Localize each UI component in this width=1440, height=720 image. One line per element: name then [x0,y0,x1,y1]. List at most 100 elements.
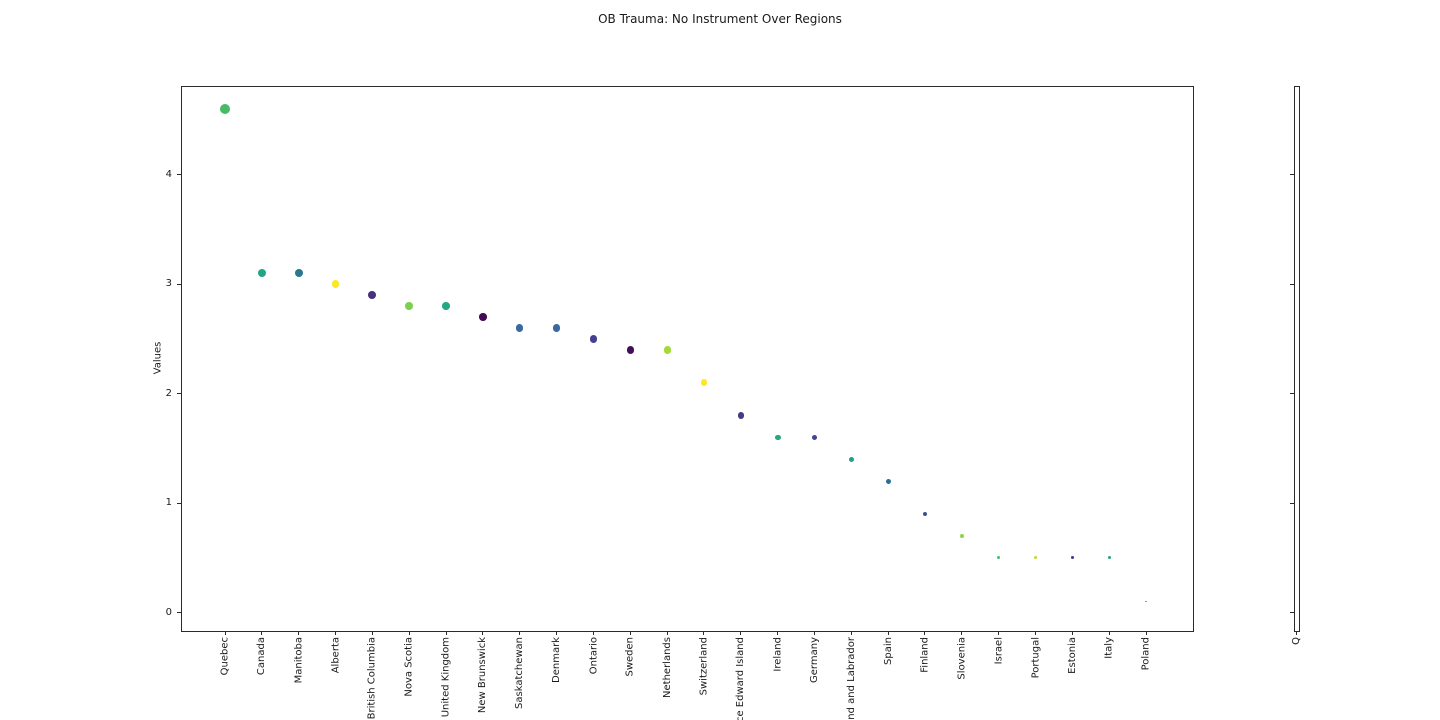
x-tick-label-text: Italy [1103,637,1115,659]
side-axes-y-tick-mark [1290,283,1294,285]
x-tick-label-text: Manitoba [293,637,305,684]
scatter-point [368,291,377,300]
x-tick-mark [961,631,963,635]
y-tick-mark [177,283,181,285]
scatter-point [737,412,744,419]
x-tick-label-text: Netherlands [661,637,673,698]
scatter-point [257,269,266,278]
scatter-point [1107,556,1111,560]
scatter-point [589,335,598,343]
y-tick-label: 0 [165,606,172,618]
x-tick-label-text: New Brunswick [477,637,489,714]
x-tick-label-text: United Kingdom [440,637,452,718]
x-tick-mark [813,631,815,635]
x-tick-mark [998,631,1000,635]
side-axes-y-tick-mark [1290,174,1294,176]
y-tick-label: 3 [165,278,172,290]
x-tick-label-text: Israel [993,637,1005,665]
x-tick-label-text: Ontario [587,637,599,675]
x-tick-label-text: Canada [256,637,268,676]
x-tick-mark [519,631,521,635]
x-tick-label-text: Alberta [330,637,342,674]
x-tick-mark [298,631,300,635]
x-tick-label-text: Quebec [219,637,231,676]
x-tick-mark [592,631,594,635]
side-axes-y-tick-mark [1290,502,1294,504]
scatter-point [848,456,854,463]
x-tick-label-text: Sweden [624,637,636,677]
scatter-point [700,379,708,387]
y-tick-mark [177,502,181,504]
x-tick-mark [335,631,337,635]
scatter-point [479,313,487,321]
scatter-point [1070,556,1074,560]
scatter-point [1033,556,1038,560]
y-tick-mark [177,174,181,176]
scatter-point [516,324,524,332]
chart-title: OB Trauma: No Instrument Over Regions [598,12,842,26]
side-axes-y-tick-mark [1290,612,1294,613]
side-mini-axes [1294,86,1300,632]
side-axes-y-tick-mark [1290,393,1294,395]
x-tick-label-text: Estonia [1066,637,1078,674]
x-tick-mark [371,631,373,635]
y-axis-label-text: Values [152,341,164,375]
x-tick-label-text: Portugal [1029,637,1041,679]
x-tick-mark [740,631,742,635]
scatter-point [220,104,230,115]
y-tick-label: 2 [165,387,172,399]
x-tick-label-text: Saskatchewan [514,637,526,709]
x-tick-mark [1034,631,1036,635]
x-tick-label-text: Switzerland [698,637,710,696]
y-tick-mark [177,612,181,613]
scatter-point [626,346,634,354]
scatter-point [885,478,891,484]
x-tick-label-text: Ireland [772,637,784,672]
scatter-point [811,434,818,441]
y-tick-label: 4 [165,168,172,180]
x-tick-mark [445,631,447,635]
x-tick-label-text: Nova Scotia [403,637,415,697]
x-tick-mark [556,631,558,635]
x-tick-mark [1145,631,1147,635]
x-tick-mark [666,631,668,635]
x-tick-label-text: Prince Edward Island [735,637,747,720]
x-tick-mark [1108,631,1110,635]
x-tick-label-text: Denmark [551,637,563,683]
scatter-point [997,556,1001,560]
x-tick-mark [261,631,263,635]
y-tick-mark [177,393,181,395]
x-tick-label-text: Slovenia [956,637,968,680]
x-tick-label-text: British Columbia [366,637,378,720]
x-tick-mark [408,631,410,635]
scatter-point [442,302,450,311]
scatter-point [922,511,928,517]
y-tick-label: 1 [165,497,172,509]
x-tick-mark [887,631,889,635]
scatter-point [294,269,303,278]
scatter-point [1145,600,1147,603]
x-tick-label-text: Finland [919,637,931,673]
x-tick-mark [850,631,852,635]
scatter-point [552,324,561,332]
scatter-point [331,280,340,289]
main-plot-area [181,86,1194,632]
x-tick-mark [482,631,484,635]
x-tick-mark [924,631,926,635]
scatter-point [774,434,781,441]
x-tick-mark [703,631,705,635]
x-tick-label-text: Spain [882,637,894,665]
scatter-point [405,302,414,311]
scatter-point [959,533,964,538]
x-tick-mark [1071,631,1073,635]
x-tick-label-text: Poland [1140,637,1152,671]
x-tick-mark [224,631,226,635]
side-axes-xtick-label-text: Q [1291,637,1302,645]
scatter-point [663,346,671,354]
x-tick-mark [777,631,779,635]
x-tick-label-text: Germany [808,637,820,683]
x-tick-label-text: Newfoundland and Labrador [845,637,857,720]
side-axes-x-tick-mark [1296,631,1297,635]
x-tick-mark [629,631,631,635]
